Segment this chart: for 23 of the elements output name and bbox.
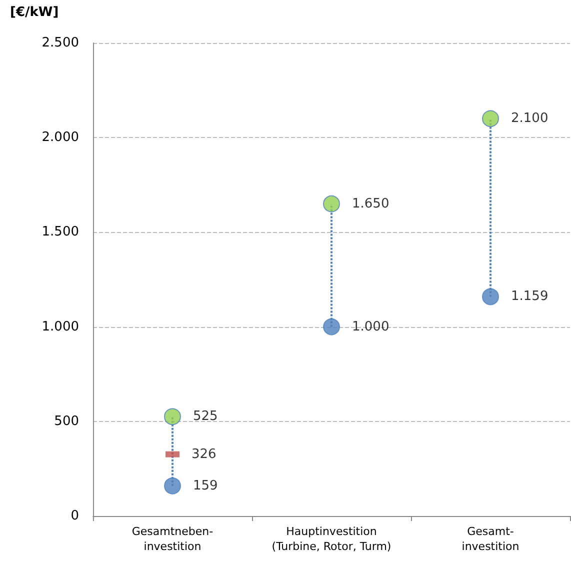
data-label: 1.650 bbox=[352, 196, 390, 212]
y-tick-label: 0 bbox=[70, 508, 79, 524]
point bbox=[482, 110, 499, 128]
data-label: 326 bbox=[192, 446, 216, 462]
point bbox=[482, 288, 499, 306]
data-label: 159 bbox=[193, 478, 218, 494]
x-tick-label: Hauptinvestition (Turbine, Rotor, Turm) bbox=[272, 525, 392, 553]
data-label: 1.000 bbox=[352, 319, 390, 334]
data-label: 1.159 bbox=[511, 289, 548, 304]
y-tick-label: 2.000 bbox=[42, 130, 79, 146]
y-tick-label: 500 bbox=[54, 414, 79, 429]
point bbox=[164, 477, 181, 494]
y-tick-label: 2.500 bbox=[42, 36, 79, 50]
point bbox=[164, 408, 181, 426]
y-tick-label: 1.500 bbox=[42, 224, 79, 240]
x-tick-label: Gesamtneben- investition bbox=[132, 525, 214, 553]
y-axis-title: [€/kW] bbox=[10, 5, 59, 20]
data-label: 525 bbox=[193, 409, 218, 424]
data-label: 2.100 bbox=[511, 111, 548, 126]
point bbox=[323, 195, 340, 212]
y-tick-label: 1.000 bbox=[42, 319, 79, 334]
point bbox=[323, 318, 340, 336]
x-tick-label: Gesamt- investition bbox=[462, 525, 520, 553]
